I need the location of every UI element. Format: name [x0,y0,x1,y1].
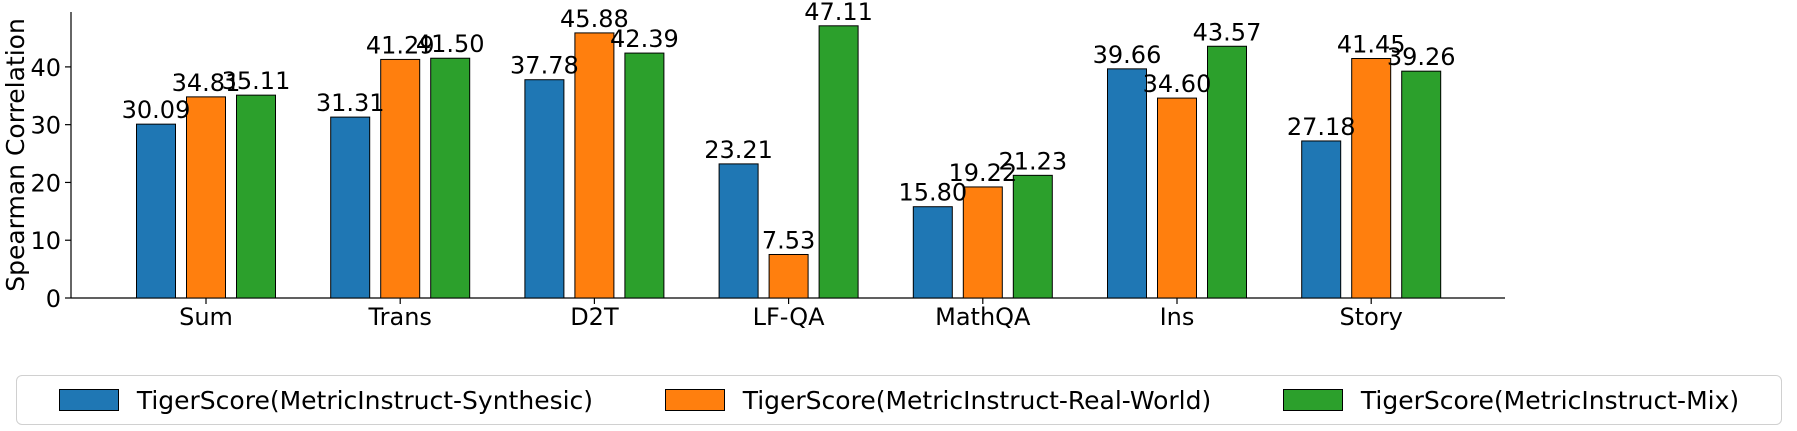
bar-value-label: 42.39 [610,25,679,53]
bar-value-label: 41.50 [416,30,485,58]
bar [380,58,421,299]
bar [1107,68,1147,299]
x-tick-label: Story [1339,303,1402,331]
bar-labels: 30.09 31.31 37.78 23.21 15.80 39.66 27.18 34.81… [122,0,1456,254]
y-tick-label: 0 [46,285,61,313]
y-tick-label: 20 [30,169,61,197]
x-tick-label: LF-QA [753,303,826,331]
bar [962,186,1003,299]
bar-value-label: 41.29 [366,31,435,59]
bar-value-label: 35.11 [222,67,291,95]
legend-label-real-world: TigerScore(MetricInstruct-Real-World) [742,385,1212,415]
bar [1401,70,1442,299]
bar [912,206,953,299]
bar-value-label: 30.09 [122,96,191,124]
bar [330,116,371,299]
legend-swatch-mix [1282,389,1343,411]
bar-value-label: 47.11 [804,0,873,26]
bar-value-label: 27.18 [1287,113,1356,141]
x-tick-label: Ins [1160,303,1195,331]
bar-value-label: 23.21 [704,136,773,164]
bar [136,123,176,299]
bar-value-label: 41.45 [1337,31,1406,59]
bar [1351,58,1392,299]
bar-value-label: 21.23 [998,147,1067,175]
legend-item-synthetic: TigerScore(MetricInstruct-Synthesic) [58,385,594,415]
bar [524,79,565,299]
legend-item-real-world: TigerScore(MetricInstruct-Real-World) [664,385,1212,415]
axes: 0 10 20 30 40 Sum Trans D2T LF-QA MathQA Ins Story [30,12,1505,331]
bar-value-label: 37.78 [510,52,579,80]
bar-value-label: 45.88 [560,5,629,33]
bars [136,25,1442,299]
bar [186,96,226,299]
bar-value-label: 19.22 [948,159,1017,187]
bar [430,57,471,299]
bar-value-label: 34.81 [172,69,241,97]
bar [574,32,615,299]
legend-label-mix: TigerScore(MetricInstruct-Mix) [1360,385,1740,415]
bar [1207,45,1247,299]
bar [1157,97,1197,299]
x-tick-label: D2T [570,303,619,331]
bar [718,163,759,299]
y-tick-label: 10 [30,227,61,255]
legend-swatch-synthetic [58,389,119,411]
bar [236,94,276,299]
y-axis-label: Spearman Correlation [1,18,30,292]
x-tick-label: Trans [367,303,431,331]
bar [768,253,809,299]
bar-value-label: 39.26 [1387,43,1456,71]
bar-value-label: 43.57 [1193,18,1262,46]
y-tick-label: 30 [30,112,61,140]
x-tick-label: MathQA [935,303,1031,331]
legend-swatch-real-world [664,389,725,411]
bar-value-label: 39.66 [1093,41,1162,69]
y-tick-label: 40 [30,54,61,82]
bar [624,52,665,299]
legend-label-synthetic: TigerScore(MetricInstruct-Synthesic) [136,385,594,415]
x-tick-label: Sum [179,303,233,331]
bar [1301,140,1342,299]
legend-item-mix: TigerScore(MetricInstruct-Mix) [1282,385,1740,415]
bar-value-label: 34.60 [1143,70,1212,98]
bar [1012,174,1053,299]
bar-value-label: 7.53 [762,226,815,254]
bar [818,25,859,299]
legend: TigerScore(MetricInstruct-Synthesic) Tig… [16,375,1782,425]
bar-value-label: 15.80 [898,179,967,207]
bar-value-label: 31.31 [316,89,385,117]
